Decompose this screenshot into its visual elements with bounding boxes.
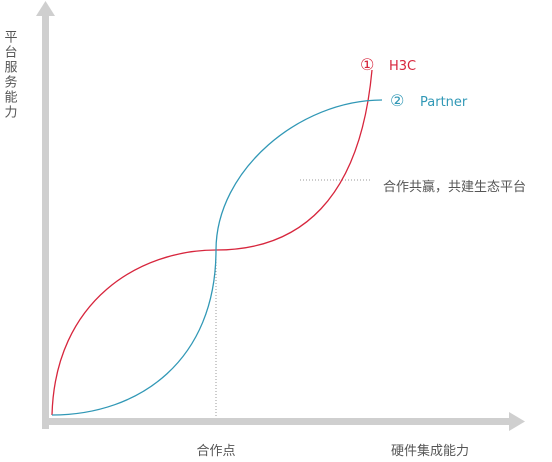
legend-partner-marker: ② — [390, 91, 404, 110]
legend-partner: ② Partner — [390, 91, 468, 110]
x-axis-arrow — [509, 412, 525, 431]
y-axis-label: 平台服务能力 — [2, 30, 18, 120]
partner-curve — [51, 99, 383, 416]
h3c-curve — [51, 69, 373, 416]
legend-partner-name: Partner — [420, 95, 468, 110]
x-axis-label: 硬件集成能力 — [391, 443, 469, 459]
y-axis — [36, 1, 55, 429]
annotation-text: 合作共赢，共建生态平台 — [383, 179, 526, 195]
x-axis — [42, 412, 525, 431]
y-axis-arrow — [36, 1, 55, 16]
legend-h3c-name: H3C — [389, 59, 416, 74]
legend-h3c-marker: ① — [360, 55, 374, 74]
x-axis-line — [42, 418, 512, 425]
y-axis-line — [42, 14, 49, 429]
legend-h3c: ① H3C — [360, 55, 416, 74]
cooperation-point-label: 合作点 — [196, 444, 235, 459]
